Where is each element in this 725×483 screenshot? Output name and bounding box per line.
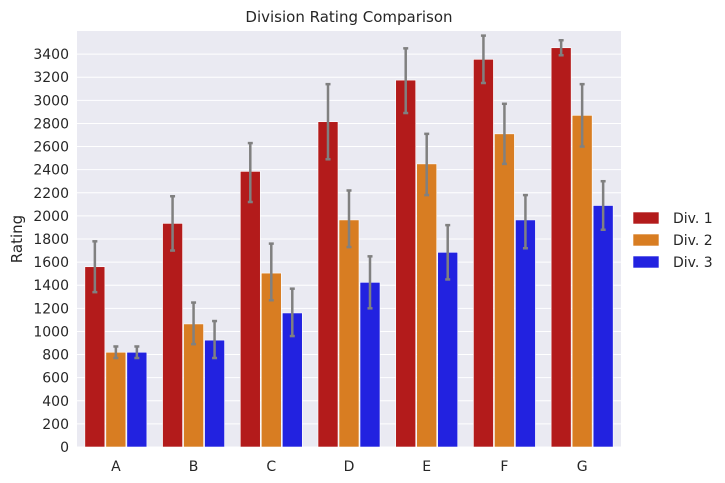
legend-swatch <box>632 211 660 225</box>
y-tick-label: 2600 <box>33 140 69 156</box>
x-tick-label: F <box>500 459 508 475</box>
y-tick-label: 2800 <box>33 116 69 132</box>
bar <box>317 121 339 448</box>
bar <box>416 163 438 448</box>
error-bars <box>92 34 606 360</box>
y-tick-label: 3200 <box>33 70 69 86</box>
x-tick-label: C <box>266 459 276 475</box>
bar <box>437 251 459 448</box>
y-tick-label: 0 <box>60 440 69 456</box>
y-tick-label: 3400 <box>33 47 69 63</box>
y-tick-label: 400 <box>42 394 69 410</box>
bar <box>473 59 494 448</box>
bar <box>592 205 614 448</box>
x-tick-label: D <box>344 459 355 475</box>
bar <box>126 351 148 448</box>
x-tick-label: A <box>111 459 121 475</box>
legend-label: Div. 2 <box>673 233 713 249</box>
bars <box>84 47 614 448</box>
bar <box>395 79 417 448</box>
bar <box>162 223 183 448</box>
y-tick-labels: 0 200 400 600 800 1000 1200 1400 1600 1800 2000 220… <box>33 47 69 456</box>
y-tick-label: 3000 <box>33 93 69 109</box>
bar <box>550 47 572 448</box>
y-tick-label: 2200 <box>33 186 69 202</box>
legend-swatch <box>632 255 660 269</box>
x-tick-labels: A B C D E F G <box>111 459 588 475</box>
bar <box>494 133 515 448</box>
bar <box>105 351 127 448</box>
y-tick-label: 2400 <box>33 163 69 179</box>
y-tick-label: 2000 <box>33 209 69 225</box>
y-tick-label: 200 <box>42 417 69 433</box>
y-tick-label: 800 <box>42 348 69 364</box>
y-tick-label: 1400 <box>33 278 69 294</box>
y-tick-label: 600 <box>42 371 69 387</box>
bar <box>239 171 261 448</box>
x-tick-label: B <box>189 459 199 475</box>
bar <box>338 219 360 448</box>
y-tick-label: 1000 <box>33 324 69 340</box>
legend-label: Div. 1 <box>673 211 713 227</box>
bar <box>84 266 106 448</box>
bar <box>515 219 536 448</box>
legend-swatch <box>632 233 660 247</box>
legend-label: Div. 3 <box>673 255 713 271</box>
y-tick-label: 1600 <box>33 255 69 271</box>
legend: Div. 1 Div. 2 Div. 3 <box>632 211 713 271</box>
chart-title: Division Rating Comparison <box>245 8 452 26</box>
y-axis-label: Rating <box>8 215 26 263</box>
y-tick-label: 1800 <box>33 232 69 248</box>
y-tick-label: 1200 <box>33 301 69 317</box>
bar <box>571 115 593 448</box>
x-tick-label: E <box>422 459 431 475</box>
x-tick-label: G <box>577 459 588 475</box>
